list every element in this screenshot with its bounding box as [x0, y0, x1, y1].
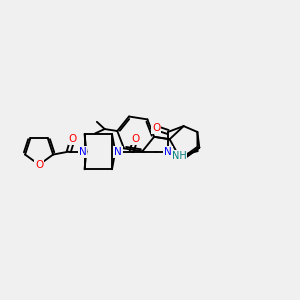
- Text: N: N: [114, 147, 122, 157]
- Text: N: N: [79, 147, 86, 157]
- Text: NH: NH: [172, 151, 186, 161]
- Text: N: N: [164, 147, 172, 157]
- Text: O: O: [69, 134, 77, 144]
- Text: O: O: [152, 123, 160, 133]
- Text: O: O: [131, 134, 140, 144]
- Text: O: O: [35, 160, 43, 170]
